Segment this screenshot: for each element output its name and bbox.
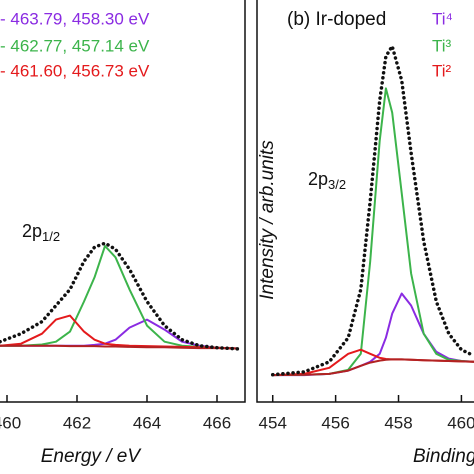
envelope-line	[270, 44, 474, 377]
annotation-sub: 1/2	[42, 229, 60, 244]
x-axis-label: Energy / eV	[41, 446, 143, 467]
x-tick-label: 464	[133, 413, 161, 432]
annotation-sub: 3/2	[328, 177, 346, 192]
envelope-line	[0, 241, 240, 351]
x-tick-label: 454	[259, 413, 287, 432]
fit-line	[271, 87, 474, 377]
x-tick-label: 460	[447, 413, 474, 432]
legend-label: - 462.77, 457.14 eV	[0, 36, 150, 55]
legend-label: Ti⁴	[432, 9, 453, 28]
legend-label: - 461.60, 456.73 eV	[0, 61, 150, 80]
x-tick-label: 462	[63, 413, 91, 432]
x-tick-label: 460	[0, 413, 21, 432]
x-tick-label: 466	[203, 413, 231, 432]
plot-frame	[0, 0, 246, 403]
peak-annotation: 2p1/2	[22, 221, 60, 245]
annotation-main: 2p	[308, 169, 328, 189]
fit-line	[0, 245, 239, 350]
legend-label: - 463.79, 458.30 eV	[0, 9, 150, 28]
fit-line	[271, 358, 474, 377]
plot-frame	[256, 0, 474, 403]
y-axis-label: Intensity / arb.units	[257, 140, 278, 300]
fit-line	[0, 344, 239, 350]
panel: 454 456 458 460 Ti⁴ Ti³ Ti² 2p3/2 Binding Energy…	[256, 0, 474, 467]
x-tick-label: 458	[384, 413, 412, 432]
peak-annotation: 2p3/2	[308, 169, 346, 193]
x-axis-label: Binding Energy / eV	[413, 446, 474, 467]
legend-label: Ti³	[432, 36, 452, 55]
x-tick-label: 456	[321, 413, 349, 432]
panel-title: (b) Ir-doped	[287, 9, 386, 30]
fit-line	[0, 314, 239, 350]
panel: 460 462 464 466 - 463.79, 458.30 eV - 462.77,…	[0, 0, 246, 467]
annotation-main: 2p	[22, 221, 42, 241]
legend-label: Ti²	[432, 61, 452, 80]
